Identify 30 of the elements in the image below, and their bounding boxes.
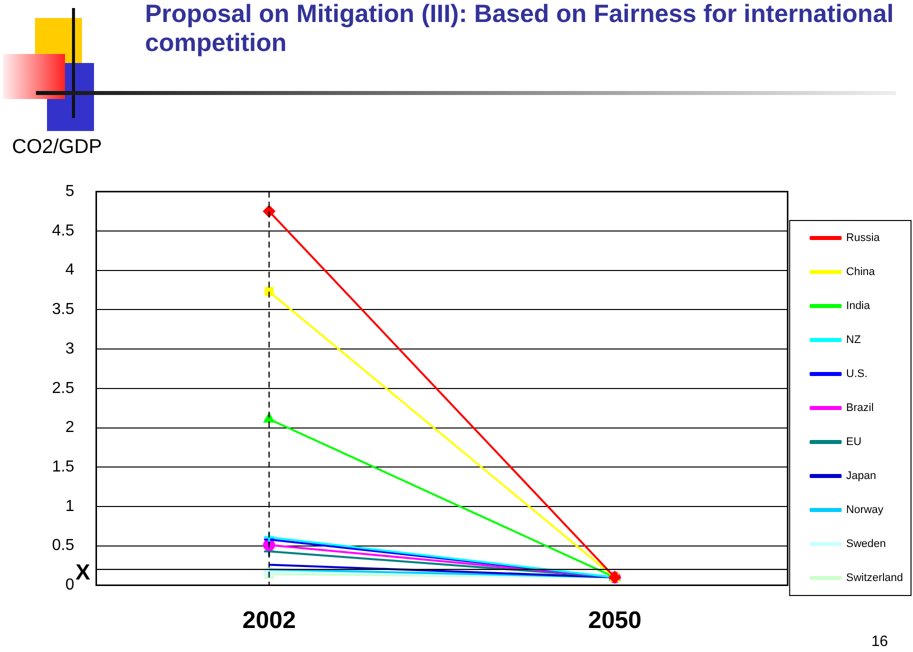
point xyxy=(264,287,274,296)
point xyxy=(263,531,276,544)
legend-label: Norway xyxy=(846,504,884,516)
y-tick-label: 4.5 xyxy=(52,222,74,240)
ref-line-label: X xyxy=(76,560,91,585)
legend-label: Switzerland xyxy=(846,572,903,584)
legend-label: U.S. xyxy=(846,368,868,380)
y-tick-label: 1 xyxy=(65,498,74,515)
y-tick-label: 4 xyxy=(65,262,74,279)
text: 16 xyxy=(871,633,888,650)
legend-label: NZ xyxy=(846,334,862,346)
legend-label: Sweden xyxy=(846,538,886,550)
y-tick-label: 1.5 xyxy=(52,458,74,476)
y-tick-label: 2.5 xyxy=(52,380,74,397)
legend-label: China xyxy=(846,266,876,278)
y-tick-label: 2 xyxy=(65,419,74,436)
y-tick-label: 0.5 xyxy=(52,537,74,554)
legend-label: Russia xyxy=(846,232,881,244)
legend-label: India xyxy=(846,300,871,312)
y-axis-title: CO2/GDP xyxy=(12,136,102,159)
y-tick-label: 0 xyxy=(65,576,74,594)
legend-label: Japan xyxy=(846,470,876,482)
y-tick-label: 3 xyxy=(65,340,74,358)
y-tick-label: 3.5 xyxy=(52,301,74,318)
legend-label: EU xyxy=(846,436,862,448)
chart-title: Proposal on Mitigation (III): Based on Fairness for international competition xyxy=(145,0,895,58)
y-tick-label: 5 xyxy=(65,183,74,200)
legend-label: Brazil xyxy=(846,402,874,414)
x-tick-label: 2050 xyxy=(588,607,642,634)
x-tick-label: 2002 xyxy=(242,607,296,634)
